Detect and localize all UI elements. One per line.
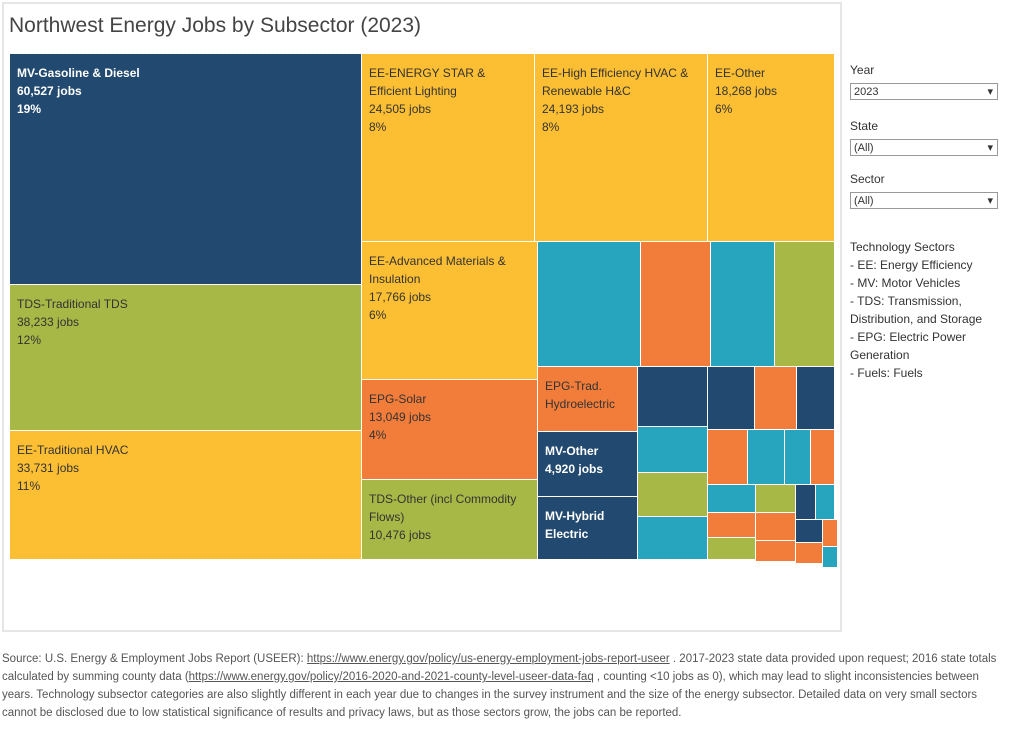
chart-title: Northwest Energy Jobs by Subsector (2023… xyxy=(9,14,422,37)
legend-line: - TDS: Transmission, Distribution, and S… xyxy=(850,294,983,326)
tile xyxy=(708,367,755,430)
tile: EE-Other 18,268 jobs 6% xyxy=(708,54,835,242)
tile xyxy=(796,520,823,543)
share-label: 6% xyxy=(715,102,733,116)
tile-label: EE-Other xyxy=(715,66,766,80)
tile xyxy=(756,513,796,541)
tile xyxy=(756,541,796,562)
value-label: 33,731 jobs xyxy=(17,461,80,475)
tile xyxy=(638,517,708,560)
tile: MV-Gasoline & Diesel 60,527 jobs 19% xyxy=(10,54,362,285)
legend: Technology Sectors - EE: Energy Efficien… xyxy=(850,238,1005,382)
dashboard-frame xyxy=(2,2,842,632)
value-label: 17,766 jobs xyxy=(369,290,432,304)
tile: EE-ENERGY STAR & Efficient Lighting 24,50… xyxy=(362,54,535,242)
tile: EE-High Efficiency HVAC & Renewable H&C 2… xyxy=(535,54,708,242)
value-label: 4,920 jobs xyxy=(545,462,604,476)
filter-select[interactable]: (All) xyxy=(850,192,998,210)
tile xyxy=(796,485,816,520)
tile xyxy=(708,538,756,560)
filter-label: State xyxy=(850,119,879,133)
tile xyxy=(638,367,708,427)
filter-select[interactable]: (All) xyxy=(850,139,998,157)
tile-label: EPG-Trad. Hydroelectric xyxy=(545,379,616,411)
tile xyxy=(796,543,823,564)
tile xyxy=(638,427,708,473)
tile: EPG-Trad. Hydroelectric xyxy=(538,367,638,432)
tile-label: EE-ENERGY STAR & Efficient Lighting xyxy=(369,66,486,98)
footer-text: . 2017-2023 state data provided upon req… xyxy=(2,653,997,683)
link[interactable]: https://www.energy.gov/policy/2016-2020-… xyxy=(188,671,594,683)
tile xyxy=(823,520,838,547)
share-label: 11% xyxy=(17,479,41,493)
value-label: 13,049 jobs xyxy=(369,410,432,424)
legend-line: - EPG: Electric Power Generation xyxy=(850,330,967,362)
footer-text: , counting <10 jobs as 0), which may lea… xyxy=(2,671,979,719)
tile: EE-Traditional HVAC 33,731 jobs 11% xyxy=(10,431,362,560)
share-label: 19% xyxy=(17,102,42,116)
tile xyxy=(755,367,797,430)
tile xyxy=(708,513,756,538)
tile: TDS-Traditional TDS 38,233 jobs 12% xyxy=(10,285,362,431)
share-label: 6% xyxy=(369,308,387,322)
tile-label: EE-Traditional HVAC xyxy=(17,443,129,457)
value-label: 10,476 jobs xyxy=(369,528,432,542)
tile xyxy=(641,242,711,367)
tile-label: EPG-Solar xyxy=(369,392,427,406)
tile: EE-Advanced Materials & Insulation 17,766… xyxy=(362,242,538,380)
tile-label: TDS-Traditional TDS xyxy=(17,297,128,311)
tile-label: MV-Gasoline & Diesel xyxy=(17,66,140,80)
tile: MV-Hybrid Electric xyxy=(538,497,638,560)
tile xyxy=(811,430,835,485)
filter-label: Year xyxy=(850,63,875,77)
tile: MV-Other 4,920 jobs xyxy=(538,432,638,497)
filter: State (All) xyxy=(850,119,998,157)
tile xyxy=(538,242,641,367)
tile xyxy=(797,367,835,430)
tile xyxy=(708,430,748,485)
share-label: 8% xyxy=(369,120,387,134)
tile-label: MV-Hybrid Electric xyxy=(545,509,605,541)
filter-select[interactable]: 2023 xyxy=(850,83,998,101)
tile: TDS-Other (incl Commodity Flows) 10,476 j… xyxy=(362,480,538,560)
value-label: 24,193 jobs xyxy=(542,102,605,116)
tile xyxy=(638,473,708,517)
filter: Year 2023 xyxy=(850,63,998,101)
link[interactable]: https://www.energy.gov/policy/us-energy-… xyxy=(306,653,670,665)
tile xyxy=(785,430,811,485)
tile xyxy=(708,485,756,513)
tile xyxy=(748,430,785,485)
footer-text: U.S. Energy & Employment Jobs Report (US… xyxy=(41,653,307,665)
value-label: 38,233 jobs xyxy=(17,315,80,329)
tile-label: EE-High Efficiency HVAC & Renewable H&C xyxy=(542,66,689,98)
source-lead: Source: xyxy=(2,653,42,665)
share-label: 8% xyxy=(542,120,560,134)
share-label: 4% xyxy=(369,428,387,442)
legend-title: Technology Sectors xyxy=(850,240,955,254)
tile xyxy=(823,547,838,568)
tile: EPG-Solar 13,049 jobs 4% xyxy=(362,380,538,480)
tile-label: TDS-Other (incl Commodity Flows) xyxy=(369,492,517,524)
filter: Sector (All) xyxy=(850,172,998,210)
value-label: 60,527 jobs xyxy=(17,84,82,98)
tile xyxy=(775,242,835,367)
tile-label: MV-Other xyxy=(545,444,599,458)
footer: Source: U.S. Energy & Employment Jobs Re… xyxy=(2,650,1007,722)
tile xyxy=(816,485,835,520)
legend-line: - MV: Motor Vehicles xyxy=(850,276,961,290)
legend-line: - EE: Energy Efficiency xyxy=(850,258,973,272)
tile-label: EE-Advanced Materials & Insulation xyxy=(369,254,506,286)
tile xyxy=(756,485,796,513)
value-label: 18,268 jobs xyxy=(715,84,778,98)
value-label: 24,505 jobs xyxy=(369,102,432,116)
tile xyxy=(711,242,775,367)
legend-line: - Fuels: Fuels xyxy=(850,366,923,380)
share-label: 12% xyxy=(17,333,42,347)
filter-label: Sector xyxy=(850,172,885,186)
